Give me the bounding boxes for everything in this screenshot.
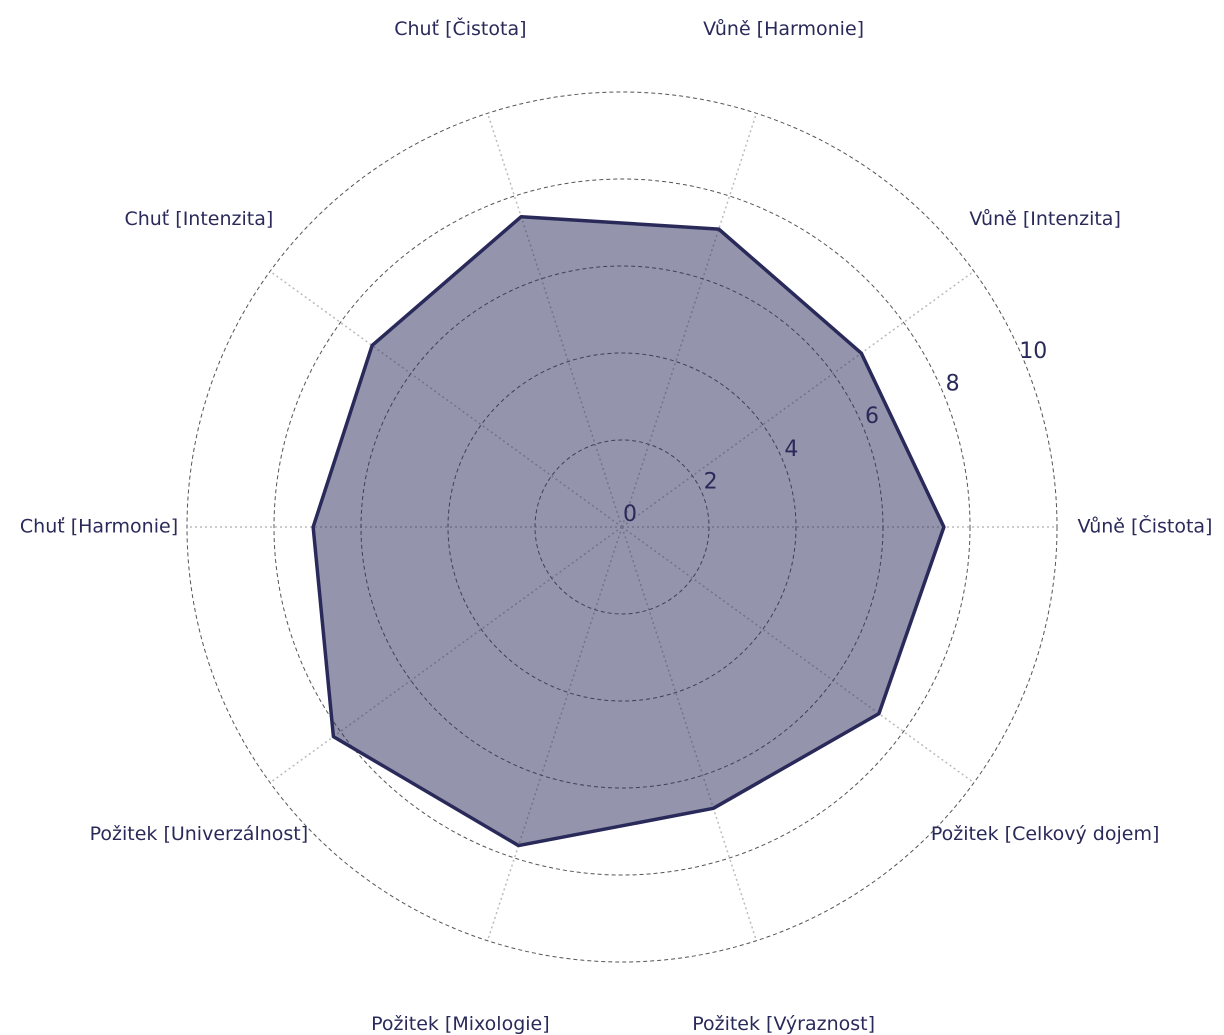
category-label: Vůně [Intenzita]: [969, 208, 1121, 230]
category-label: Požitek [Celkový dojem]: [931, 823, 1160, 845]
category-label: Chuť [Intenzita]: [124, 208, 273, 230]
grid-circle: [186, 91, 1058, 963]
r-tick-label: 0: [623, 502, 637, 527]
r-tick-label: 8: [946, 372, 960, 397]
r-tick-label: 2: [704, 469, 718, 494]
grid-circle: [273, 178, 971, 876]
r-tick-label: 4: [784, 437, 798, 462]
r-tick-label: 10: [1019, 339, 1047, 364]
r-tick-label: 6: [865, 404, 879, 429]
category-label: Požitek [Mixologie]: [371, 1013, 550, 1035]
category-label: Požitek [Výraznost]: [692, 1013, 875, 1035]
radar-area: [311, 214, 946, 848]
category-label: Vůně [Harmonie]: [703, 18, 864, 40]
category-label: Požitek [Univerzálnost]: [90, 823, 309, 845]
category-label: Chuť [Čistota]: [394, 16, 526, 40]
category-label: Vůně [Čistota]: [1078, 514, 1213, 538]
category-label: Chuť [Harmonie]: [20, 516, 178, 538]
